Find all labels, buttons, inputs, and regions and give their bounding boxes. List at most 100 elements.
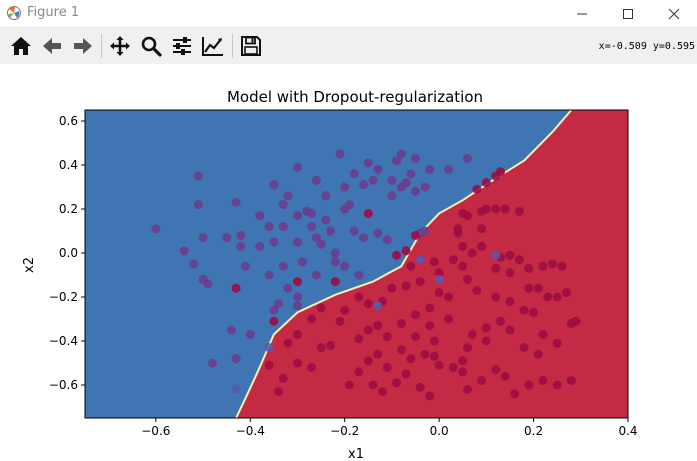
data-point [264,222,274,232]
data-point [293,329,302,339]
data-point [326,340,335,350]
data-point [368,380,378,390]
data-point [241,261,250,271]
data-point [477,376,487,386]
home-icon [11,37,31,55]
data-point [255,241,265,251]
data-point [566,376,576,386]
data-point [274,299,284,309]
back-button[interactable] [40,34,64,58]
data-point [411,230,420,240]
data-point [406,261,416,271]
data-point [552,292,562,302]
y-tick-label: 0.0 [59,246,78,260]
data-point [269,180,279,190]
navigation-toolbar: x=-0.509 y=0.595 [0,27,697,64]
data-point [354,367,364,377]
data-point [472,285,482,295]
y-axis-label: x2 [22,257,37,273]
save-icon [241,36,261,56]
data-point [491,250,501,260]
data-point [269,237,279,247]
edit-axis-icon [202,37,223,56]
data-point [429,351,439,361]
data-point [448,255,458,265]
data-point [538,329,548,339]
data-point [359,180,369,190]
data-point [392,156,402,166]
data-point [363,299,373,309]
minimize-button[interactable] [559,0,605,27]
data-point [363,158,373,168]
data-point [425,164,435,174]
data-point [278,222,288,232]
data-point [387,191,397,201]
data-point [448,362,458,372]
data-point [406,169,416,179]
data-point [359,233,369,243]
data-point [401,281,411,291]
close-icon [668,8,680,19]
data-point [524,263,534,273]
data-point [533,283,543,293]
data-point [444,314,454,324]
data-point [481,178,491,188]
y-tick-label: −0.4 [49,334,78,348]
figure-canvas[interactable]: Model with Dropout-regularization −0.6 −0… [0,64,697,461]
data-point [434,288,444,298]
data-point [524,283,534,293]
window-title: Figure 1 [27,5,80,20]
data-point [562,288,572,298]
window-titlebar: Figure 1 [0,0,697,27]
data-point [293,358,302,368]
data-point [519,305,529,315]
forward-button[interactable] [71,34,95,58]
data-point [566,318,576,328]
forward-arrow-icon [74,38,92,54]
data-point [505,250,515,260]
zoom-button[interactable] [139,34,163,58]
save-button[interactable] [239,34,263,58]
edit-axis-button[interactable] [201,34,225,58]
data-point [373,349,383,359]
data-point [321,191,331,201]
data-point [373,321,383,331]
data-point [354,270,364,280]
home-button[interactable] [9,34,33,58]
data-point [236,230,246,240]
data-point [453,228,463,238]
close-button[interactable] [651,0,697,27]
data-point [458,241,468,251]
data-point [189,259,199,269]
data-point [411,186,420,196]
data-point [283,191,293,201]
scatter-points [151,149,581,401]
data-point [278,200,288,210]
pan-button[interactable] [108,34,132,58]
maximize-button[interactable] [605,0,651,27]
data-point [231,354,241,364]
data-point [467,248,477,258]
configure-subplots-button[interactable] [170,34,194,58]
data-point [505,268,515,278]
data-point [349,226,359,236]
data-point [293,211,302,221]
data-point [307,314,317,324]
data-point [510,389,520,399]
chart-title: Model with Dropout-regularization [227,88,483,106]
data-point [330,257,340,267]
data-point [472,184,482,194]
cursor-coordinates: x=-0.509 y=0.595 [598,41,695,52]
data-point [514,255,524,265]
data-point [396,149,406,159]
data-point [311,233,321,243]
data-point [505,325,515,335]
data-point [236,241,246,251]
data-point [321,215,331,225]
data-point [481,204,491,214]
data-point [198,233,208,243]
data-point [481,323,491,333]
data-point [401,178,411,188]
data-point [458,261,468,271]
data-point [425,391,435,401]
